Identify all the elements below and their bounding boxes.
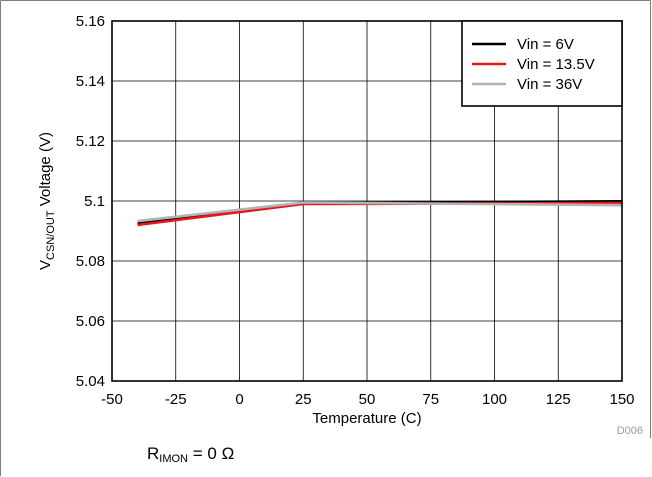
y-tick-label: 5.14 bbox=[76, 73, 105, 90]
y-tick-label: 5.1 bbox=[84, 193, 105, 210]
y-tick-label: 5.08 bbox=[76, 253, 105, 270]
series-line-3 bbox=[137, 201, 623, 223]
x-tick-label: 150 bbox=[609, 391, 634, 408]
legend: Vin = 6V Vin = 13.5V Vin = 36V bbox=[461, 20, 623, 107]
legend-label-3: Vin = 36V bbox=[517, 76, 582, 93]
x-axis-title: Temperature (C) bbox=[312, 410, 421, 427]
x-tick-label: 50 bbox=[359, 391, 376, 408]
x-tick-label: 100 bbox=[482, 391, 507, 408]
caption-rest: = 0 Ω bbox=[188, 444, 235, 463]
figure-caption: RIMON = 0 Ω bbox=[147, 444, 234, 465]
y-axis-title-rest: Voltage (V) bbox=[37, 132, 54, 210]
x-tick-labels: -50 -25 0 25 50 75 100 125 150 bbox=[101, 391, 634, 408]
caption-subscript: IMON bbox=[159, 453, 189, 465]
legend-label-2: Vin = 13.5V bbox=[517, 56, 595, 73]
y-tick-label: 5.16 bbox=[76, 13, 105, 30]
x-tick-label: -50 bbox=[101, 391, 123, 408]
x-tick-label: 125 bbox=[546, 391, 571, 408]
caption-main: R bbox=[147, 444, 160, 463]
x-tick-label: 75 bbox=[422, 391, 439, 408]
x-tick-label: -25 bbox=[165, 391, 187, 408]
y-tick-labels: 5.04 5.06 5.08 5.1 5.12 5.14 5.16 bbox=[76, 13, 105, 390]
series-lines bbox=[137, 200, 623, 227]
x-tick-label: 25 bbox=[295, 391, 312, 408]
figure-id-label: D006 bbox=[617, 425, 643, 437]
legend-label-1: Vin = 6V bbox=[517, 36, 574, 53]
y-axis-title: VCSN/OUT Voltage (V) bbox=[37, 132, 57, 270]
x-tick-label: 0 bbox=[235, 391, 243, 408]
y-axis-title-main: V bbox=[37, 260, 54, 270]
y-tick-label: 5.12 bbox=[76, 133, 105, 150]
y-axis-title-subscript: CSN/OUT bbox=[45, 210, 57, 260]
plot-area-border bbox=[111, 20, 623, 382]
line-chart: -50 -25 0 25 50 75 100 125 150 5.045.065.085.15.… bbox=[37, 13, 643, 437]
y-tick-label: 5.04 bbox=[76, 373, 105, 390]
y-tick-label: 5.06 bbox=[76, 313, 105, 330]
